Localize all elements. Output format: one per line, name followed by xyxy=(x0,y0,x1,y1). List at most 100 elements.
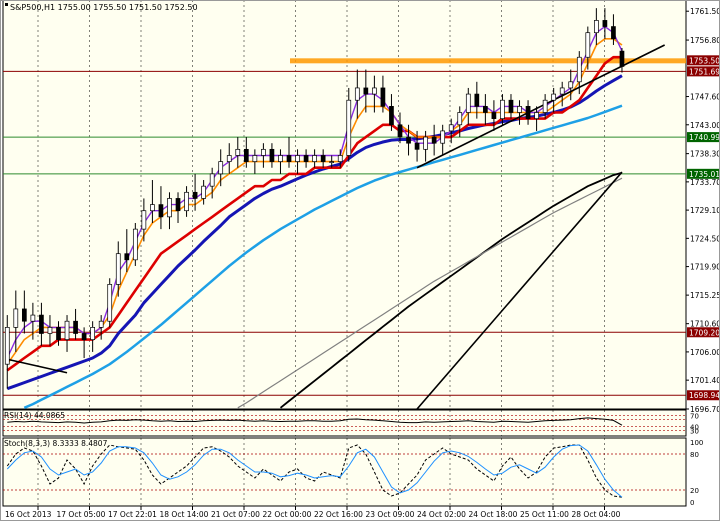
candle-body xyxy=(346,99,352,156)
candle xyxy=(568,69,574,101)
rsi-panel xyxy=(2,409,687,437)
candle-body xyxy=(286,155,292,162)
candle-body xyxy=(175,198,181,212)
x-tick-label: 17 Oct 22:01 xyxy=(108,510,157,519)
candle-body xyxy=(278,155,283,162)
candle-body xyxy=(508,99,514,113)
stoch-title: Stoch(8,3,3) 8.3333 8.4807 xyxy=(4,439,108,448)
candle xyxy=(167,192,172,230)
candle-body xyxy=(13,308,19,328)
indicator-line xyxy=(23,104,623,409)
main-panel xyxy=(2,0,687,410)
candle-body xyxy=(201,185,206,199)
x-tick-label: 25 Oct 11:00 xyxy=(520,510,569,519)
candle-body xyxy=(115,253,121,285)
candle-body xyxy=(525,106,531,119)
candle-body xyxy=(380,87,386,107)
y-tick-label: 1715.25 xyxy=(690,291,720,300)
chart-title: S&P500,H1 1755.00 1755.50 1751.50 1752.5… xyxy=(10,3,198,12)
candle-body xyxy=(98,320,104,328)
stoch-series-line xyxy=(6,444,623,498)
x-tick-label: 28 Oct 04:00 xyxy=(572,510,621,519)
x-tick-label: 24 Oct 02:00 xyxy=(417,510,466,519)
candle-body xyxy=(457,112,463,126)
candle-body xyxy=(363,87,369,95)
candle-body xyxy=(295,155,300,162)
level-label-box xyxy=(687,390,719,401)
candle-body xyxy=(303,155,309,162)
candle xyxy=(107,278,113,328)
rsi-tick-label: 70 xyxy=(690,413,699,421)
candle-body xyxy=(107,284,113,322)
candle-body xyxy=(39,314,44,334)
candle-body xyxy=(320,155,326,162)
candle xyxy=(90,321,95,352)
candle-body xyxy=(474,93,480,107)
candle-body xyxy=(81,333,87,340)
y-axis-ticks: 1761.50 1756.80 1747.60 1743.00 1738.30 1733.… xyxy=(686,7,720,414)
level-label: 1751.69 xyxy=(689,67,720,76)
candle xyxy=(158,186,164,230)
y-tick-label: 1706.00 xyxy=(690,348,720,357)
x-axis-ticks: 16 Oct 2013 17 Oct 05:00 17 Oct 22:01 18 Oc… xyxy=(5,0,621,519)
candle-body xyxy=(56,327,61,340)
candle-body xyxy=(611,26,616,40)
resistance-band xyxy=(290,58,686,64)
candle xyxy=(73,308,78,340)
candle xyxy=(397,112,403,144)
candle xyxy=(252,149,258,174)
candle-body xyxy=(73,320,78,334)
candle-body xyxy=(594,20,599,34)
stoch-tick-label: 100 xyxy=(690,439,703,447)
candle-body xyxy=(372,87,377,95)
candle-body xyxy=(491,112,497,119)
rsi-title: RSI(14) 44.0865 xyxy=(4,411,65,420)
x-tick-label: 23 Oct 09:00 xyxy=(366,510,415,519)
candle xyxy=(525,100,531,125)
candle-body xyxy=(167,198,172,218)
y-tick-label: 1719.90 xyxy=(690,263,720,272)
candle-body xyxy=(568,81,574,89)
candle xyxy=(98,315,104,340)
x-tick-label: 18 Oct 14:00 xyxy=(160,510,209,519)
candles xyxy=(4,8,625,389)
candle xyxy=(491,100,497,131)
candle-body xyxy=(423,136,428,150)
candle-body xyxy=(551,93,557,101)
candle-body xyxy=(448,124,454,132)
candle-body xyxy=(252,155,258,162)
candle-body xyxy=(141,210,147,230)
candle-body xyxy=(47,327,53,334)
candle-body xyxy=(192,191,198,199)
candle xyxy=(81,327,87,359)
candle xyxy=(423,130,428,162)
candle xyxy=(389,94,394,131)
y-tick-label: 1701.40 xyxy=(690,376,720,385)
candle-body xyxy=(4,327,10,365)
candle xyxy=(448,118,454,144)
candle xyxy=(30,302,36,340)
candle-body xyxy=(389,106,394,126)
candle-body xyxy=(209,173,215,187)
candle-body xyxy=(585,32,591,58)
candle xyxy=(209,167,215,199)
y-tick-label: 1733.70 xyxy=(690,178,720,187)
candle xyxy=(431,124,437,156)
candle xyxy=(39,302,44,346)
candle xyxy=(243,137,249,168)
candle xyxy=(21,290,27,334)
candle-body xyxy=(534,112,539,119)
candle xyxy=(13,290,19,352)
candle-body xyxy=(312,155,317,162)
y-tick-label: 1747.60 xyxy=(690,93,720,102)
candle-body xyxy=(64,320,70,340)
candle xyxy=(320,149,326,168)
candle-body xyxy=(124,253,130,261)
candle-body xyxy=(184,191,189,212)
indicator-line xyxy=(279,171,623,409)
candle xyxy=(354,69,360,119)
x-tick-label: 22 Oct 16:00 xyxy=(314,510,363,519)
candle-body xyxy=(517,106,522,113)
candle xyxy=(201,180,206,205)
